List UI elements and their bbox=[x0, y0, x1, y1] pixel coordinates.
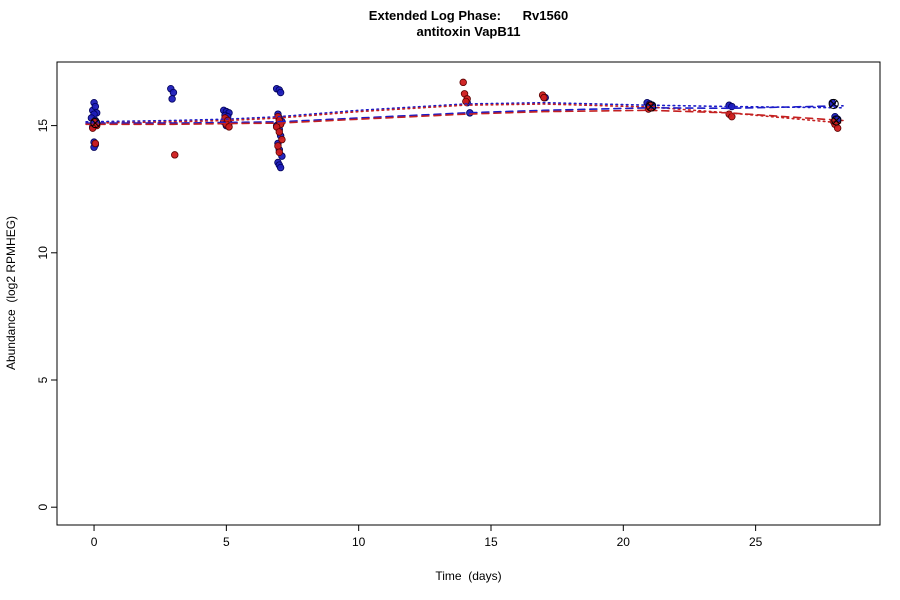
svg-text:10: 10 bbox=[352, 535, 366, 549]
svg-text:5: 5 bbox=[36, 376, 50, 383]
chart-title: Extended Log Phase: Rv1560 bbox=[368, 8, 569, 23]
svg-text:0: 0 bbox=[91, 535, 98, 549]
svg-text:15: 15 bbox=[484, 535, 498, 549]
x-axis-label: Time (days) bbox=[435, 569, 502, 583]
svg-text:15: 15 bbox=[36, 119, 50, 133]
svg-text:5: 5 bbox=[223, 535, 230, 549]
svg-text:25: 25 bbox=[749, 535, 763, 549]
svg-text:20: 20 bbox=[617, 535, 631, 549]
svg-text:0: 0 bbox=[36, 504, 50, 511]
title-block: Extended Log Phase: Rv1560 antitoxin Vap… bbox=[57, 8, 880, 40]
svg-text:10: 10 bbox=[36, 246, 50, 260]
chart-subtitle: antitoxin VapB11 bbox=[416, 24, 521, 39]
y-axis-label: Abundance (log2 RPMHEG) bbox=[4, 215, 18, 371]
